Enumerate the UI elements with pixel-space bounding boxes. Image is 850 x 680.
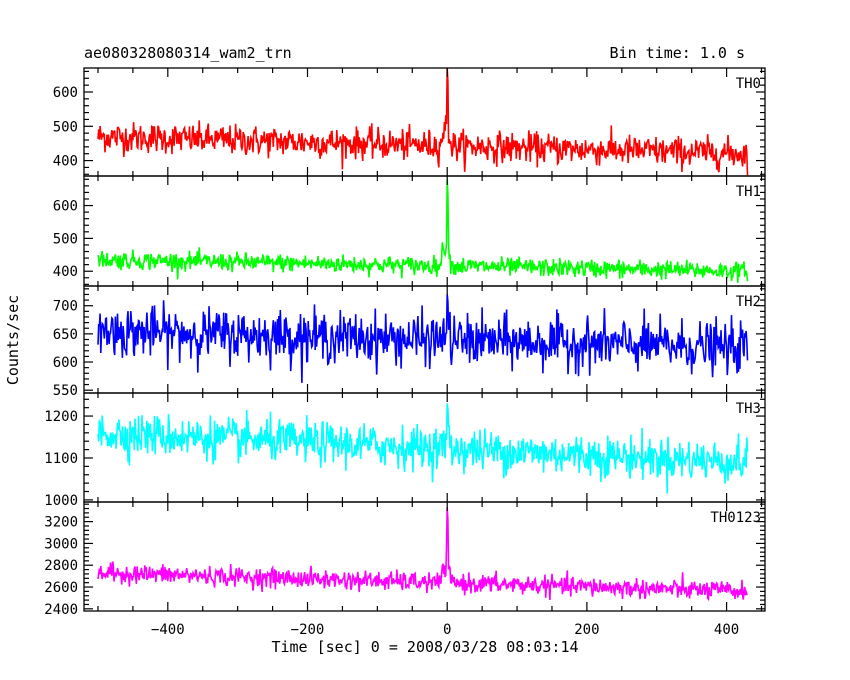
y-tick-label: 600: [53, 355, 78, 371]
x-axis-label: Time [sec] 0 = 2008/03/28 08:03:14: [271, 638, 578, 656]
y-tick-label: 500: [53, 231, 78, 247]
panel-label-th2: TH2: [736, 294, 761, 310]
y-axis-label: Counts/sec: [4, 295, 22, 385]
y-tick-label: 550: [53, 383, 78, 399]
panel-label-th1: TH1: [736, 184, 761, 200]
series-line-th3: [97, 403, 749, 494]
panels: 400 500 600 TH0 400 500 600 TH1 550 600 650 700 TH2 1…: [44, 67, 766, 618]
bin-time-label: Bin time: 1.0 s: [610, 44, 745, 62]
panel-th3: 1000 1100 1200 TH3: [44, 392, 766, 509]
y-tick-label: 1100: [44, 451, 78, 467]
y-tick-label: 2600: [44, 580, 78, 596]
y-tick-label: 650: [53, 327, 78, 343]
y-tick-label: 700: [53, 299, 78, 315]
panel-frame: [83, 501, 766, 612]
series-line-th2: [97, 294, 749, 383]
y-tick-label: 3200: [44, 515, 78, 531]
y-tick-label: 1200: [44, 409, 78, 425]
chart-title: ae080328080314_wam2_trn: [84, 44, 292, 62]
y-tick-label: 600: [53, 199, 78, 215]
series-line-th1: [97, 179, 749, 283]
x-tick-label: 400: [714, 622, 739, 638]
panel-th2: 550 600 650 700 TH2: [53, 285, 766, 399]
y-tick-label: 400: [53, 264, 78, 280]
x-tick-label: 200: [574, 622, 599, 638]
panel-th1: 400 500 600 TH1: [53, 175, 766, 287]
panel-label-th0123: TH0123: [710, 510, 761, 526]
y-tick-label: 400: [53, 154, 78, 170]
series-line-th0: [97, 68, 749, 176]
x-tick-label: 0: [443, 622, 451, 638]
panel-th0123: 2400 2600 2800 3000 3200 TH0123: [44, 501, 766, 618]
y-tick-label: 1000: [44, 493, 78, 509]
x-tick-label: −400: [151, 622, 185, 638]
y-tick-label: 2800: [44, 558, 78, 574]
y-tick-label: 500: [53, 119, 78, 135]
panel-label-th0: TH0: [736, 76, 761, 92]
x-tick-label: −200: [291, 622, 325, 638]
y-tick-label: 3000: [44, 536, 78, 552]
series-line-th0123: [97, 507, 749, 602]
y-tick-label: 2400: [44, 602, 78, 618]
panel-th0: 400 500 600 TH0: [53, 67, 766, 177]
panel-label-th3: TH3: [736, 401, 761, 417]
x-axis: −400 −200 0 200 400: [151, 622, 739, 638]
y-tick-label: 600: [53, 85, 78, 101]
